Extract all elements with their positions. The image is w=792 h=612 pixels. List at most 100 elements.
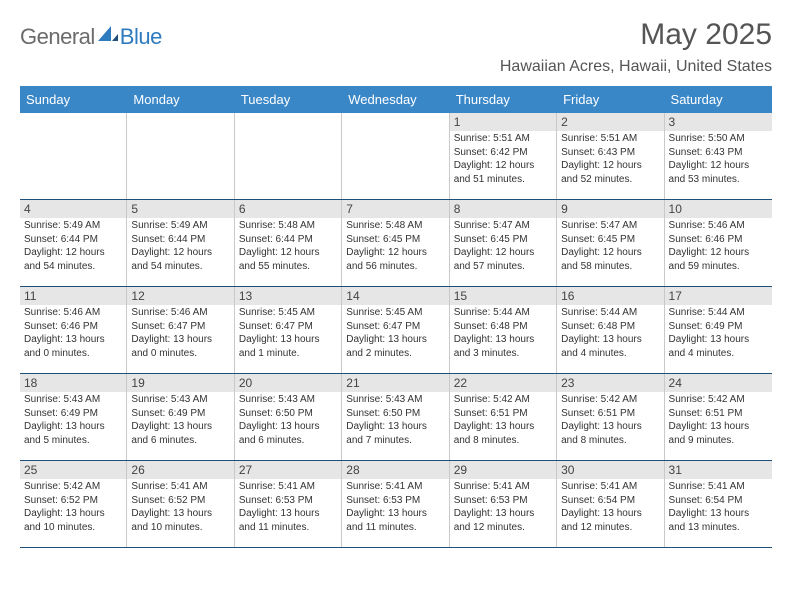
sunrise-label: Sunrise: 5:41 AM [346,480,444,494]
day-number: 15 [450,287,556,305]
sunrise-label: Sunrise: 5:44 AM [669,306,768,320]
day-cell [342,113,449,199]
calendar: Sunday Monday Tuesday Wednesday Thursday… [20,86,772,548]
sunrise-label: Sunrise: 5:42 AM [669,393,768,407]
sunrise-label: Sunrise: 5:41 AM [561,480,659,494]
day-cell: 31Sunrise: 5:41 AMSunset: 6:54 PMDayligh… [665,461,772,547]
sunset-label: Sunset: 6:45 PM [454,233,552,247]
sunset-label: Sunset: 6:47 PM [131,320,229,334]
page-header: General Blue May 2025 Hawaiian Acres, Ha… [20,18,772,76]
day-number: 2 [557,113,663,131]
day-cell: 26Sunrise: 5:41 AMSunset: 6:52 PMDayligh… [127,461,234,547]
sunset-label: Sunset: 6:49 PM [24,407,122,421]
sunrise-label: Sunrise: 5:46 AM [24,306,122,320]
sunrise-label: Sunrise: 5:50 AM [669,132,768,146]
day-body: Sunrise: 5:49 AMSunset: 6:44 PMDaylight:… [127,218,233,277]
daylight-label-1: Daylight: 12 hours [131,246,229,260]
day-body: Sunrise: 5:50 AMSunset: 6:43 PMDaylight:… [665,131,772,190]
day-number: 10 [665,200,772,218]
day-cell: 4Sunrise: 5:49 AMSunset: 6:44 PMDaylight… [20,200,127,286]
logo: General Blue [20,18,162,50]
daylight-label-1: Daylight: 13 hours [454,507,552,521]
sunrise-label: Sunrise: 5:43 AM [239,393,337,407]
daylight-label-2: and 4 minutes. [561,347,659,361]
day-number: 17 [665,287,772,305]
day-number: 18 [20,374,126,392]
daylight-label-2: and 10 minutes. [131,521,229,535]
day-cell: 24Sunrise: 5:42 AMSunset: 6:51 PMDayligh… [665,374,772,460]
day-body: Sunrise: 5:43 AMSunset: 6:50 PMDaylight:… [342,392,448,451]
daylight-label-2: and 54 minutes. [24,260,122,274]
day-body: Sunrise: 5:51 AMSunset: 6:43 PMDaylight:… [557,131,663,190]
sunrise-label: Sunrise: 5:51 AM [454,132,552,146]
day-cell: 13Sunrise: 5:45 AMSunset: 6:47 PMDayligh… [235,287,342,373]
day-number: 11 [20,287,126,305]
month-title: May 2025 [500,18,772,52]
sunset-label: Sunset: 6:44 PM [24,233,122,247]
day-cell: 14Sunrise: 5:45 AMSunset: 6:47 PMDayligh… [342,287,449,373]
sunrise-label: Sunrise: 5:41 AM [454,480,552,494]
daylight-label-1: Daylight: 12 hours [669,246,768,260]
daylight-label-2: and 5 minutes. [24,434,122,448]
day-number: 26 [127,461,233,479]
sunrise-label: Sunrise: 5:44 AM [454,306,552,320]
day-body: Sunrise: 5:44 AMSunset: 6:48 PMDaylight:… [557,305,663,364]
daylight-label-1: Daylight: 13 hours [24,333,122,347]
daylight-label-1: Daylight: 12 hours [561,246,659,260]
daylight-label-2: and 58 minutes. [561,260,659,274]
day-body: Sunrise: 5:46 AMSunset: 6:47 PMDaylight:… [127,305,233,364]
day-header: Thursday [450,86,557,113]
day-cell: 6Sunrise: 5:48 AMSunset: 6:44 PMDaylight… [235,200,342,286]
day-body: Sunrise: 5:46 AMSunset: 6:46 PMDaylight:… [20,305,126,364]
sunrise-label: Sunrise: 5:45 AM [239,306,337,320]
week-row: 25Sunrise: 5:42 AMSunset: 6:52 PMDayligh… [20,461,772,548]
sunrise-label: Sunrise: 5:45 AM [346,306,444,320]
daylight-label-1: Daylight: 12 hours [669,159,768,173]
daylight-label-1: Daylight: 13 hours [561,333,659,347]
daylight-label-1: Daylight: 13 hours [239,333,337,347]
day-number: 22 [450,374,556,392]
day-body: Sunrise: 5:48 AMSunset: 6:45 PMDaylight:… [342,218,448,277]
daylight-label-1: Daylight: 12 hours [239,246,337,260]
day-header: Tuesday [235,86,342,113]
day-body: Sunrise: 5:41 AMSunset: 6:54 PMDaylight:… [557,479,663,538]
day-body: Sunrise: 5:41 AMSunset: 6:53 PMDaylight:… [235,479,341,538]
sunset-label: Sunset: 6:53 PM [454,494,552,508]
daylight-label-2: and 59 minutes. [669,260,768,274]
daylight-label-2: and 57 minutes. [454,260,552,274]
day-number: 7 [342,200,448,218]
daylight-label-1: Daylight: 12 hours [561,159,659,173]
day-number: 1 [450,113,556,131]
daylight-label-1: Daylight: 13 hours [24,420,122,434]
logo-sail-icon [98,26,118,42]
sunrise-label: Sunrise: 5:49 AM [24,219,122,233]
daylight-label-1: Daylight: 13 hours [346,333,444,347]
daylight-label-2: and 8 minutes. [454,434,552,448]
sunset-label: Sunset: 6:44 PM [131,233,229,247]
day-number: 4 [20,200,126,218]
day-body: Sunrise: 5:51 AMSunset: 6:42 PMDaylight:… [450,131,556,190]
sunrise-label: Sunrise: 5:46 AM [669,219,768,233]
sunset-label: Sunset: 6:45 PM [561,233,659,247]
daylight-label-2: and 3 minutes. [454,347,552,361]
day-number: 31 [665,461,772,479]
daylight-label-1: Daylight: 13 hours [454,420,552,434]
daylight-label-2: and 2 minutes. [346,347,444,361]
daylight-label-1: Daylight: 13 hours [561,420,659,434]
daylight-label-2: and 6 minutes. [239,434,337,448]
day-cell: 27Sunrise: 5:41 AMSunset: 6:53 PMDayligh… [235,461,342,547]
sunset-label: Sunset: 6:53 PM [239,494,337,508]
sunset-label: Sunset: 6:44 PM [239,233,337,247]
daylight-label-1: Daylight: 13 hours [669,420,768,434]
day-number: 20 [235,374,341,392]
daylight-label-2: and 9 minutes. [669,434,768,448]
daylight-label-2: and 51 minutes. [454,173,552,187]
daylight-label-2: and 10 minutes. [24,521,122,535]
day-cell: 9Sunrise: 5:47 AMSunset: 6:45 PMDaylight… [557,200,664,286]
day-number: 16 [557,287,663,305]
daylight-label-2: and 52 minutes. [561,173,659,187]
sunset-label: Sunset: 6:49 PM [131,407,229,421]
sunset-label: Sunset: 6:43 PM [669,146,768,160]
sunrise-label: Sunrise: 5:42 AM [561,393,659,407]
daylight-label-2: and 56 minutes. [346,260,444,274]
